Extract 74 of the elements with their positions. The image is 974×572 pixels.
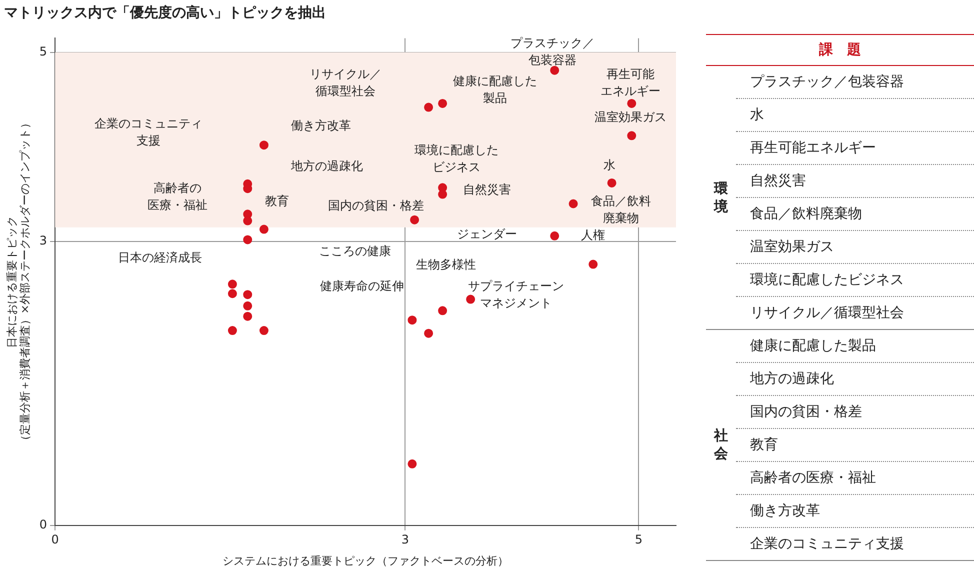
point	[243, 301, 252, 310]
point	[607, 178, 616, 188]
annotation: 高齢者の医療・福祉	[148, 180, 208, 212]
point	[438, 306, 448, 316]
point	[410, 215, 420, 224]
chart-title: マトリックス内で「優先度の高い」トピックを抽出	[4, 4, 326, 22]
text: 食品／飲料廃棄物	[736, 198, 974, 231]
point	[424, 328, 434, 338]
point	[259, 140, 268, 150]
text: 社会	[714, 427, 728, 463]
x-tick-label: 0	[51, 532, 59, 547]
point	[550, 231, 560, 240]
text: 水	[736, 99, 974, 132]
text: 温室効果ガス	[736, 231, 974, 264]
annotation: 働き方改革	[291, 118, 352, 132]
point	[243, 290, 252, 300]
point	[466, 294, 476, 304]
point	[568, 199, 578, 208]
text: 国内の貧困・格差	[736, 396, 974, 429]
y-tick-label: 0	[39, 518, 48, 532]
annotation: 健康に配慮した製品	[453, 74, 538, 105]
x-tick-label: 3	[401, 532, 410, 547]
text: 環境に配慮したビジネス	[736, 264, 974, 297]
text: 企業のコミュニティ支援	[749, 535, 905, 554]
annotation: 健康寿命の延伸	[320, 279, 404, 294]
annotation: 温室効果ガス	[594, 110, 666, 124]
annotation: 環境に配慮したビジネス	[414, 142, 499, 174]
x-tick-label: 5	[634, 532, 642, 547]
x-axis-title: システムにおける重要トピック（ファクトベースの分析）	[222, 554, 509, 568]
text: 再生可能エネルギー	[736, 132, 974, 165]
annotation: ジェンダー	[456, 227, 517, 242]
annotation: 水	[603, 158, 616, 172]
y-tick-label: 3	[39, 234, 48, 248]
point	[424, 102, 434, 112]
text: プラスチック／包装容器	[736, 66, 974, 99]
annotation: プラスチック／包装容器	[510, 36, 594, 68]
point	[259, 326, 268, 336]
point	[408, 459, 417, 468]
point	[259, 224, 268, 234]
point	[243, 235, 252, 244]
text: 健康に配慮した製品	[736, 330, 974, 363]
text: 地方の過疎化	[736, 363, 974, 396]
y-axis-title: 日本における重要トピック（定量分析＋消費者調査）×外部ステークホルダーのインプット）	[5, 118, 32, 446]
point	[627, 98, 636, 108]
annotation: こころの健康	[319, 244, 392, 258]
annotation: リサイクル／循環型社会	[310, 67, 382, 98]
y-tick-label: 5	[39, 44, 48, 59]
annotation: 自然災害	[462, 182, 511, 197]
text: 教育	[736, 429, 974, 462]
text: リサイクル／循環型社会	[749, 304, 905, 323]
annotation: 食品／飲料廃棄物	[591, 194, 652, 225]
text: 課 題	[706, 34, 974, 66]
annotation: 地方の過疎化	[290, 158, 363, 173]
text: 働き方改革	[736, 495, 974, 528]
text: 自然災害	[736, 165, 974, 198]
point	[550, 66, 560, 75]
annotation: 再生可能エネルギー	[600, 67, 660, 98]
point	[438, 98, 448, 108]
point	[243, 312, 252, 321]
annotation: 国内の貧困・格差	[328, 198, 424, 213]
text: 環境	[714, 180, 728, 216]
point	[228, 326, 237, 336]
point	[228, 280, 237, 289]
point	[408, 316, 417, 325]
annotation: サプライチェーンマネジメント	[468, 279, 564, 310]
point	[588, 260, 598, 269]
point	[228, 289, 237, 298]
annotation: 企業のコミュニティ支援	[94, 116, 202, 148]
annotation: 教育	[264, 194, 289, 208]
annotation: 人権	[581, 228, 606, 242]
text: 高齢者の医療・福祉	[736, 462, 974, 495]
annotation: 生物多様性	[416, 257, 476, 272]
point	[627, 131, 636, 140]
annotation: 日本の経済成長	[118, 250, 202, 265]
